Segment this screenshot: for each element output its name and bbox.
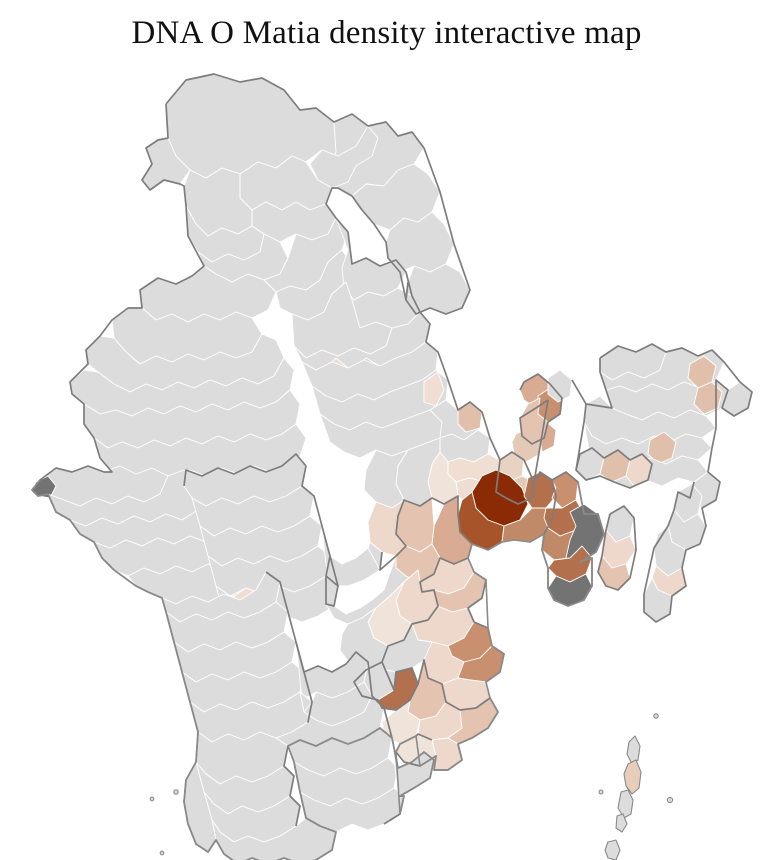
district-sikkim[interactable] <box>547 369 573 403</box>
district-ladakh-2[interactable] <box>351 163 441 231</box>
district-up-10[interactable] <box>457 401 483 433</box>
district-up-7[interactable] <box>423 371 445 407</box>
island-andaman-tip[interactable] <box>615 813 628 833</box>
district-arunachal-5[interactable] <box>693 381 723 415</box>
island-little-andaman[interactable] <box>604 839 621 860</box>
island-dot-1[interactable] <box>653 713 659 719</box>
island-andaman-north[interactable] <box>626 735 641 765</box>
map-svg[interactable] <box>0 52 773 860</box>
island-dot-2[interactable] <box>666 796 674 804</box>
coastline <box>31 479 605 860</box>
map-landmass <box>31 73 753 860</box>
india-choropleth-map[interactable] <box>0 52 773 860</box>
island-andaman-middle[interactable] <box>623 759 642 795</box>
island-andaman-south[interactable] <box>617 789 634 819</box>
district-jharkhand-high-2[interactable] <box>523 471 557 509</box>
island-lakshadweep-2[interactable] <box>173 789 179 795</box>
island-lakshadweep-3[interactable] <box>159 850 165 856</box>
island-dot-3[interactable] <box>598 789 604 795</box>
district-assam-3[interactable] <box>647 431 677 465</box>
page-title: DNA O Matia density interactive map <box>131 15 642 51</box>
island-lakshadweep-1[interactable] <box>149 796 155 802</box>
